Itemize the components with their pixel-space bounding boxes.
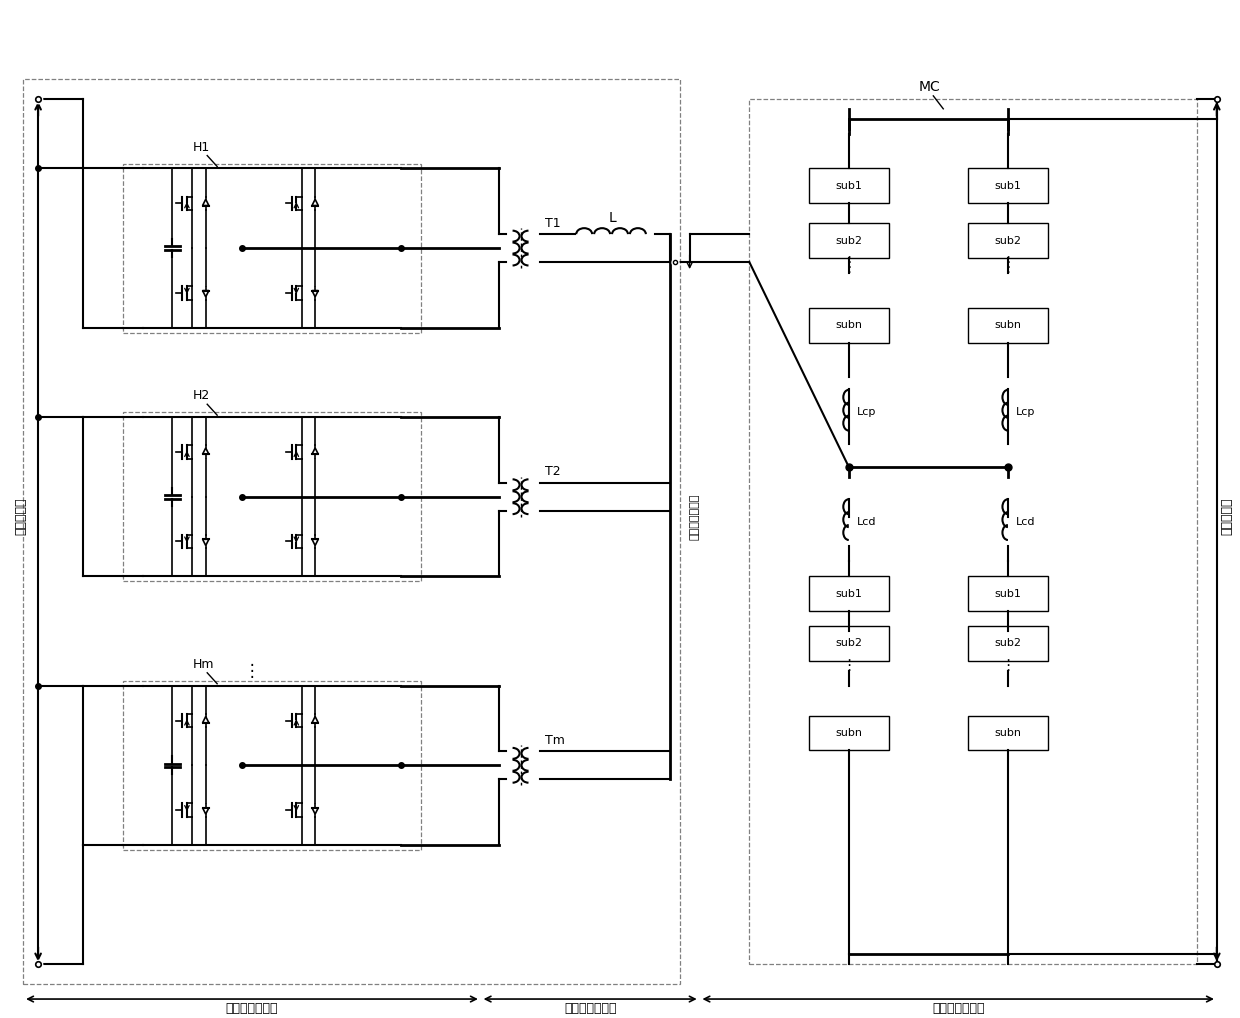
Bar <box>808 716 889 750</box>
Text: 低压直流变换级: 低压直流变换级 <box>226 1003 278 1016</box>
Text: H2: H2 <box>192 389 210 402</box>
Text: Lcp: Lcp <box>857 407 877 417</box>
Text: ⋮: ⋮ <box>1001 256 1016 271</box>
Text: sub1: sub1 <box>836 181 862 191</box>
Text: 低压直流端: 低压直流端 <box>15 498 27 535</box>
Text: subn: subn <box>994 728 1022 738</box>
Bar <box>968 626 1048 661</box>
Text: ⋮: ⋮ <box>244 662 260 680</box>
Bar <box>749 99 1197 964</box>
Bar <box>123 164 422 333</box>
Text: H1: H1 <box>192 140 210 154</box>
Text: 高压高频交流端: 高压高频交流端 <box>689 494 699 540</box>
Text: sub1: sub1 <box>836 588 862 599</box>
Text: Tm: Tm <box>546 734 565 747</box>
Bar <box>808 223 889 258</box>
Bar <box>123 412 422 581</box>
Text: sub1: sub1 <box>994 181 1022 191</box>
Text: sub2: sub2 <box>836 638 862 648</box>
Bar <box>808 307 889 343</box>
Bar <box>968 716 1048 750</box>
Text: ⋮: ⋮ <box>1001 659 1016 673</box>
Bar <box>24 79 680 984</box>
Text: ⋮: ⋮ <box>841 261 857 276</box>
Text: 高压直流变换级: 高压直流变换级 <box>932 1003 985 1016</box>
Text: ⋮: ⋮ <box>841 659 857 673</box>
Bar <box>968 169 1048 204</box>
Text: Lcp: Lcp <box>1016 407 1035 417</box>
Text: ⋮: ⋮ <box>841 256 857 271</box>
Text: sub2: sub2 <box>836 235 862 245</box>
Text: Lcd: Lcd <box>1016 516 1035 526</box>
Text: sub2: sub2 <box>994 638 1022 648</box>
Bar <box>968 307 1048 343</box>
Text: 高频隔离变换级: 高频隔离变换级 <box>564 1003 616 1016</box>
Text: MC: MC <box>919 79 940 94</box>
Bar <box>968 223 1048 258</box>
Text: subn: subn <box>836 728 862 738</box>
Bar <box>808 626 889 661</box>
Text: T1: T1 <box>546 217 560 230</box>
Text: Lcd: Lcd <box>857 516 877 526</box>
Text: sub1: sub1 <box>994 588 1022 599</box>
Text: 高压直流端: 高压直流端 <box>1220 498 1234 535</box>
Text: subn: subn <box>836 320 862 330</box>
Text: subn: subn <box>994 320 1022 330</box>
Bar <box>123 681 422 850</box>
Text: L: L <box>609 211 616 225</box>
Bar <box>968 576 1048 611</box>
Bar <box>808 576 889 611</box>
Bar <box>808 169 889 204</box>
Text: T2: T2 <box>546 465 560 478</box>
Text: sub2: sub2 <box>994 235 1022 245</box>
Text: Hm: Hm <box>192 658 213 671</box>
Text: ⋮: ⋮ <box>1001 261 1016 276</box>
